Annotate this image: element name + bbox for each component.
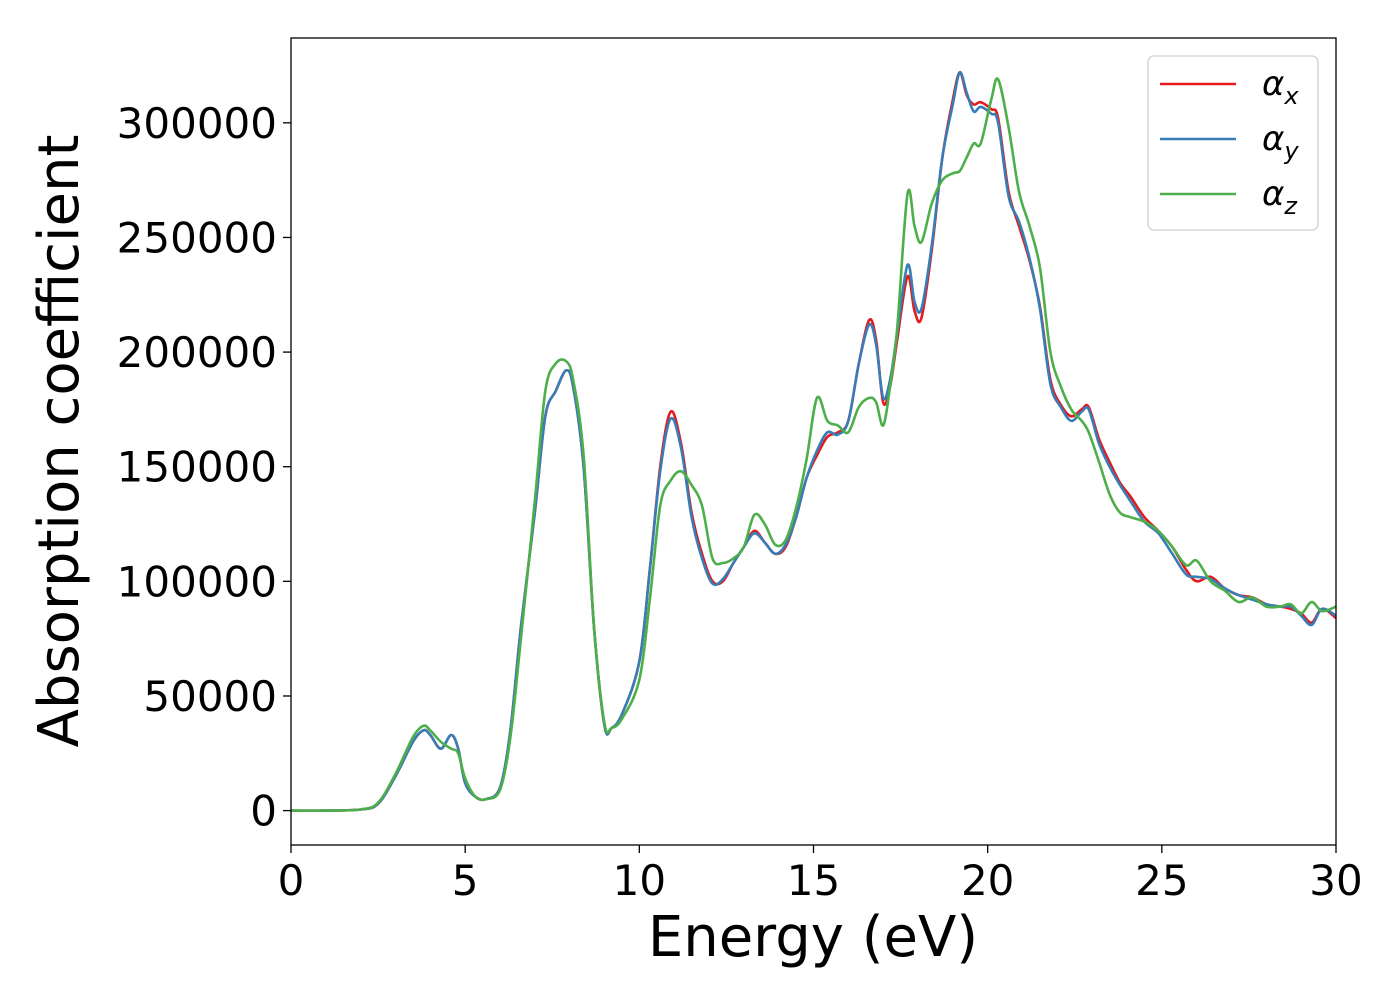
x-tick-label: 15 xyxy=(787,856,840,905)
x-axis-label: Energy (eV) xyxy=(648,905,978,970)
y-axis-label: Absorption coefficient xyxy=(27,135,92,748)
x-ticks: 0 5 10 15 20 25 30 xyxy=(278,845,1363,905)
y-tick-label: 0 xyxy=(250,787,277,836)
y-tick-label: 100000 xyxy=(117,557,277,606)
x-tick-label: 20 xyxy=(961,856,1014,905)
series-line-alpha-z xyxy=(290,77,1337,812)
x-tick-label: 30 xyxy=(1309,856,1362,905)
y-ticks: 0 50000 100000 150000 200000 250000 300000 xyxy=(117,99,291,836)
y-tick-label: 200000 xyxy=(117,328,277,377)
legend-box xyxy=(1147,55,1319,231)
y-tick-label: 300000 xyxy=(117,99,277,148)
y-tick-label: 250000 xyxy=(117,213,277,262)
y-tick-label: 150000 xyxy=(117,443,277,492)
x-tick-label: 10 xyxy=(613,856,666,905)
series-layer xyxy=(290,71,1337,812)
y-tick-label: 50000 xyxy=(143,672,277,721)
x-tick-label: 25 xyxy=(1135,856,1188,905)
x-tick-label: 0 xyxy=(278,856,305,905)
x-tick-label: 5 xyxy=(452,856,479,905)
